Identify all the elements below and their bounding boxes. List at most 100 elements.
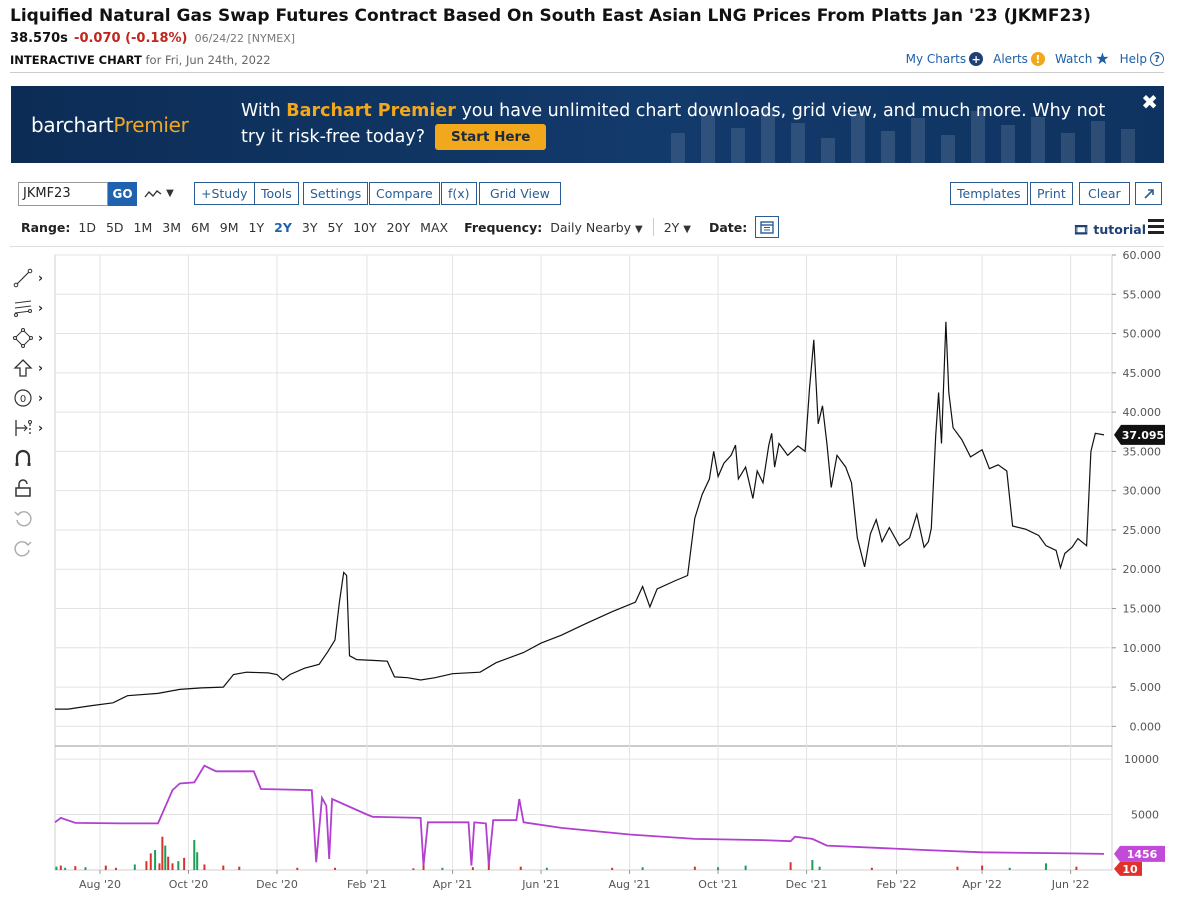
templates-button[interactable]: Templates <box>950 182 1028 205</box>
open-interest-label: 1456 <box>1127 848 1158 861</box>
time-tick-label: Jun '22 <box>1051 878 1090 891</box>
chart-type-dropdown[interactable]: ▼ <box>144 186 174 201</box>
frequency-dropdown[interactable]: Daily Nearby ▼ <box>550 219 643 235</box>
price-tick-label: 25.000 <box>1123 524 1162 537</box>
chevron-right-icon: › <box>38 271 43 285</box>
lock-tool[interactable] <box>12 476 52 500</box>
volume-bar <box>114 867 117 870</box>
study-button[interactable]: +Study <box>194 182 255 205</box>
price-tick-label: 0.000 <box>1130 720 1162 733</box>
calendar-button[interactable] <box>755 216 780 238</box>
range-option-max[interactable]: MAX <box>420 219 449 235</box>
chart-label: INTERACTIVE CHART <box>10 53 142 67</box>
start-here-button[interactable]: Start Here <box>435 124 547 150</box>
magnet-tool[interactable] <box>12 446 52 470</box>
help-label: Help <box>1119 52 1147 66</box>
range-option-6m[interactable]: 6M <box>191 219 210 235</box>
axis-layer: 60.000 55.000 50.000 45.000 40.000 35.000 30.0… <box>79 249 1165 891</box>
price-tick-label: 60.000 <box>1123 249 1162 262</box>
time-tick-label: Aug '20 <box>79 878 121 891</box>
range-option-3y[interactable]: 3Y <box>301 219 318 235</box>
help-icon: ? <box>1150 52 1164 66</box>
quote-line: 38.570s -0.070 (-0.18%) 06/24/22 [NYMEX] <box>10 31 295 46</box>
volume-bar <box>789 862 792 870</box>
volume-bar <box>441 867 444 870</box>
volume-bar <box>171 863 174 870</box>
alerts-link[interactable]: Alerts ! <box>993 52 1045 66</box>
time-tick-label: Jun '21 <box>521 878 560 891</box>
price-change: -0.070 (-0.18%) <box>74 31 188 46</box>
help-link[interactable]: Help ? <box>1120 52 1164 66</box>
go-button[interactable]: GO <box>108 182 137 206</box>
volume-bar <box>133 864 136 870</box>
chart-date: for Fri, Jun 24th, 2022 <box>145 53 271 67</box>
my-charts-link[interactable]: My Charts + <box>906 52 984 66</box>
price-series-line <box>55 321 1105 710</box>
chevron-down-icon: ▼ <box>683 223 691 235</box>
clear-button[interactable]: Clear <box>1079 182 1130 205</box>
barchart-premier-logo: barchartPremier <box>31 113 189 137</box>
range-divider <box>652 218 654 236</box>
compare-button[interactable]: Compare <box>369 182 440 205</box>
close-icon[interactable]: ✖ <box>1141 90 1158 114</box>
measure-tool[interactable]: › <box>12 416 52 440</box>
fx-button[interactable]: f(x) <box>441 182 477 205</box>
range-option-1d[interactable]: 1D <box>78 219 96 235</box>
range-option-20y[interactable]: 20Y <box>386 219 411 235</box>
last-price-badge <box>1114 424 1165 445</box>
arrow-tool[interactable]: › <box>12 356 52 380</box>
plot-frame <box>54 254 1113 871</box>
volume-label: 10 <box>1122 863 1138 876</box>
volume-bar <box>956 866 959 870</box>
range-option-9m[interactable]: 9M <box>219 219 239 235</box>
grid-view-button[interactable]: Grid View <box>479 182 561 205</box>
last-price: 38.570s <box>10 31 68 46</box>
range-option-10y[interactable]: 10Y <box>353 219 377 235</box>
volume-bar <box>693 866 696 870</box>
range-label: Range: <box>21 219 71 235</box>
range-option-2y[interactable]: 2Y <box>274 219 292 235</box>
symbol-input[interactable]: JKMF23 <box>18 182 108 206</box>
price-tick-label: 10.000 <box>1123 642 1162 655</box>
svg-text:0: 0 <box>20 394 26 405</box>
measure-icon <box>15 420 32 436</box>
volume-bar <box>145 861 148 870</box>
price-tick-label: 20.000 <box>1123 563 1162 576</box>
range-option-1m[interactable]: 1M <box>133 219 153 235</box>
tutorial-link[interactable]: 🎞 tutorial <box>1073 222 1146 237</box>
range-option-5d[interactable]: 5D <box>105 219 124 235</box>
range-option-1y[interactable]: 1Y <box>248 219 265 235</box>
redo-icon <box>14 541 32 557</box>
film-icon: 🎞 <box>1073 222 1090 237</box>
volume-bar <box>104 865 107 870</box>
settings-button[interactable]: Settings <box>303 182 369 205</box>
range-row: Range: 1D 5D 1M 3M 6M 9M 1Y 2Y 3Y 5Y 10Y… <box>21 216 1164 238</box>
price-tick-label: 45.000 <box>1123 367 1162 380</box>
print-button[interactable]: Print <box>1030 182 1073 205</box>
volume-bar <box>158 863 161 870</box>
chevron-right-icon: › <box>38 361 43 375</box>
unlock-icon <box>15 479 31 497</box>
watch-link[interactable]: Watch ★ <box>1055 51 1110 67</box>
trendline-tool[interactable]: › <box>12 266 52 290</box>
volume-bar <box>487 863 490 870</box>
fibonacci-tool[interactable]: › <box>12 296 52 320</box>
volume-bar <box>222 865 225 870</box>
open-interest-badge <box>1114 845 1165 862</box>
tools-button[interactable]: Tools <box>254 182 299 205</box>
last-price-label: 37.095 <box>1122 429 1164 442</box>
my-charts-label: My Charts <box>905 52 967 66</box>
shape-tool[interactable]: › <box>12 326 52 350</box>
redo-tool[interactable] <box>12 536 52 560</box>
range-option-5y[interactable]: 5Y <box>327 219 344 235</box>
line-chart-icon <box>144 189 162 197</box>
volume-bar <box>84 867 87 870</box>
range-option-3m[interactable]: 3M <box>162 219 182 235</box>
undo-tool[interactable] <box>12 506 52 530</box>
text-tool[interactable]: 0 › <box>12 386 52 410</box>
menu-icon[interactable] <box>1148 219 1164 237</box>
period-dropdown[interactable]: 2Y ▼ <box>663 219 691 235</box>
price-tick-label: 55.000 <box>1123 288 1162 301</box>
fullscreen-button[interactable] <box>1135 182 1162 205</box>
